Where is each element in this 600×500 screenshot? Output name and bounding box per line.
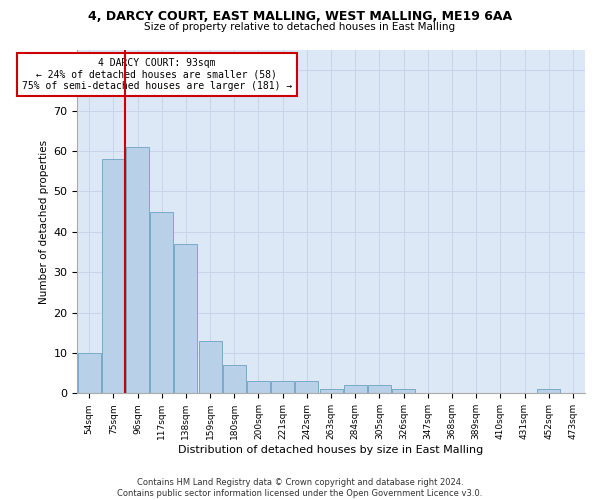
Bar xyxy=(392,390,415,394)
Bar xyxy=(223,365,246,394)
Text: Contains HM Land Registry data © Crown copyright and database right 2024.
Contai: Contains HM Land Registry data © Crown c… xyxy=(118,478,482,498)
Bar xyxy=(295,381,319,394)
Bar xyxy=(102,159,125,394)
Bar xyxy=(77,353,101,394)
Bar xyxy=(271,381,294,394)
X-axis label: Distribution of detached houses by size in East Malling: Distribution of detached houses by size … xyxy=(178,445,484,455)
Bar xyxy=(150,212,173,394)
Bar xyxy=(344,386,367,394)
Bar xyxy=(175,244,197,394)
Y-axis label: Number of detached properties: Number of detached properties xyxy=(39,140,49,304)
Text: 4, DARCY COURT, EAST MALLING, WEST MALLING, ME19 6AA: 4, DARCY COURT, EAST MALLING, WEST MALLI… xyxy=(88,10,512,23)
Bar xyxy=(199,341,221,394)
Bar xyxy=(368,386,391,394)
Bar xyxy=(320,390,343,394)
Bar xyxy=(126,147,149,394)
Bar xyxy=(537,390,560,394)
Text: Size of property relative to detached houses in East Malling: Size of property relative to detached ho… xyxy=(145,22,455,32)
Text: 4 DARCY COURT: 93sqm
← 24% of detached houses are smaller (58)
75% of semi-detac: 4 DARCY COURT: 93sqm ← 24% of detached h… xyxy=(22,58,292,91)
Bar xyxy=(247,381,270,394)
